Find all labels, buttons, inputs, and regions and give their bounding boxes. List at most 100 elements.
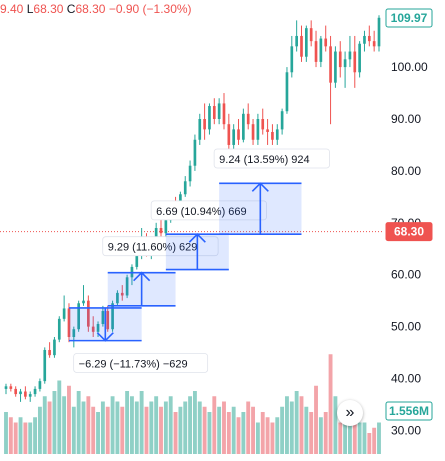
candle-body	[222, 103, 226, 125]
measure-arrow-head	[96, 332, 114, 342]
candle-body	[28, 394, 32, 397]
volume-bar	[47, 401, 52, 454]
volume-bar	[52, 391, 57, 454]
candle-body	[338, 51, 342, 68]
volume-bar	[377, 422, 381, 454]
measure-tool-4[interactable]: 9.24 (13.59%) 924	[213, 148, 330, 236]
candle-body	[33, 388, 37, 395]
measure-label: 9.24 (13.59%) 924	[219, 154, 310, 166]
volume-bar	[144, 406, 149, 454]
candle-body	[329, 46, 332, 83]
candle-body	[358, 43, 361, 73]
volume-bar	[367, 433, 372, 454]
volume-bar	[159, 406, 163, 454]
volume-bar	[236, 417, 241, 454]
candle-body	[125, 277, 129, 296]
candle-body	[305, 28, 308, 57]
volume-bar	[328, 354, 333, 454]
candle-body	[232, 129, 236, 145]
candle-body	[77, 303, 80, 330]
candle-body	[280, 111, 284, 130]
volume-bar	[42, 396, 47, 454]
volume-bar	[318, 417, 323, 454]
last-high-badge-box	[385, 8, 433, 28]
volume-bar	[280, 406, 285, 454]
candle-body	[343, 59, 347, 68]
volume-bar	[115, 401, 120, 454]
volume-bar	[178, 406, 183, 454]
candle-body	[43, 349, 47, 382]
volume-bar	[149, 401, 154, 454]
volume-bar	[76, 391, 81, 454]
candle-body	[290, 46, 294, 73]
candle-body	[198, 119, 202, 140]
candle-body	[324, 38, 328, 47]
measurements-layer[interactable]: −6.29 (−11.73%) −629 9.29 (11.60%) 629 6.6…	[68, 148, 330, 373]
candle-body	[116, 292, 119, 304]
candle-body	[101, 311, 105, 325]
volume-bar	[270, 422, 275, 454]
volume-bar	[202, 406, 207, 454]
volume-bar	[289, 401, 294, 454]
measure-label: 6.69 (10.94%) 669	[156, 206, 247, 218]
price-tick-label: 60.00	[391, 268, 421, 282]
scroll-to-realtime-button[interactable]: »	[337, 400, 363, 426]
volume-bar	[222, 401, 226, 454]
volume-bar	[33, 417, 38, 454]
volume-bar	[323, 412, 328, 454]
close-value: 68.30	[75, 2, 106, 16]
price-tick-label: 30.00	[391, 423, 421, 437]
volume-bar	[130, 396, 134, 454]
volume-bar	[251, 406, 255, 454]
measure-arrow-head	[188, 233, 206, 243]
volume-badge-text: 1.556M	[389, 404, 429, 418]
candle-body	[4, 386, 8, 389]
volume-bar	[357, 422, 362, 454]
candle-body	[256, 119, 260, 140]
measure-label-bg	[213, 148, 330, 169]
candle-body	[82, 300, 85, 304]
candle-body	[208, 106, 211, 130]
volume-bar	[37, 406, 42, 454]
price-axis[interactable]: 100.0090.0080.0070.0060.0050.0040.0030.0…	[382, 0, 445, 461]
candle-body	[295, 35, 298, 47]
volume-bar	[23, 422, 28, 454]
measure-tool-1[interactable]: −6.29 (−11.73%) −629	[68, 307, 209, 373]
volume-bar	[212, 396, 217, 454]
candle-body	[188, 165, 192, 182]
volume-bar	[71, 406, 76, 454]
candle-body	[372, 41, 376, 47]
double-chevron-right-icon: »	[345, 404, 355, 421]
volume-bar	[285, 396, 289, 454]
volume-bar	[105, 406, 110, 454]
volume-bar	[241, 412, 246, 454]
candle-body	[203, 119, 206, 130]
candle-body	[72, 329, 76, 337]
candle-body	[309, 28, 313, 42]
volume-bar	[28, 422, 33, 454]
price-tick-label: 40.00	[391, 372, 421, 386]
volume-bar	[81, 401, 86, 454]
volume-bar	[86, 396, 91, 454]
volume-bar	[294, 391, 299, 454]
volume-bar	[372, 427, 377, 454]
volume-bar	[67, 385, 71, 454]
volume-bar	[217, 406, 222, 454]
candle-body	[96, 324, 100, 332]
volume-bar	[343, 417, 348, 454]
measure-tool-3[interactable]: 6.69 (10.94%) 669	[150, 200, 267, 271]
volume-bar	[338, 422, 343, 454]
volume-bar	[8, 417, 13, 454]
volume-bar	[231, 406, 236, 454]
candle-body	[106, 311, 110, 330]
volume-bar	[226, 412, 231, 454]
open-value: 9.40	[0, 2, 24, 16]
candle-body	[154, 228, 158, 241]
volume-bar	[139, 391, 144, 454]
candle-body	[135, 253, 139, 267]
volume-bar	[207, 412, 212, 454]
candle-body	[67, 308, 71, 337]
candle-body	[183, 181, 187, 195]
candle-body	[48, 349, 51, 356]
